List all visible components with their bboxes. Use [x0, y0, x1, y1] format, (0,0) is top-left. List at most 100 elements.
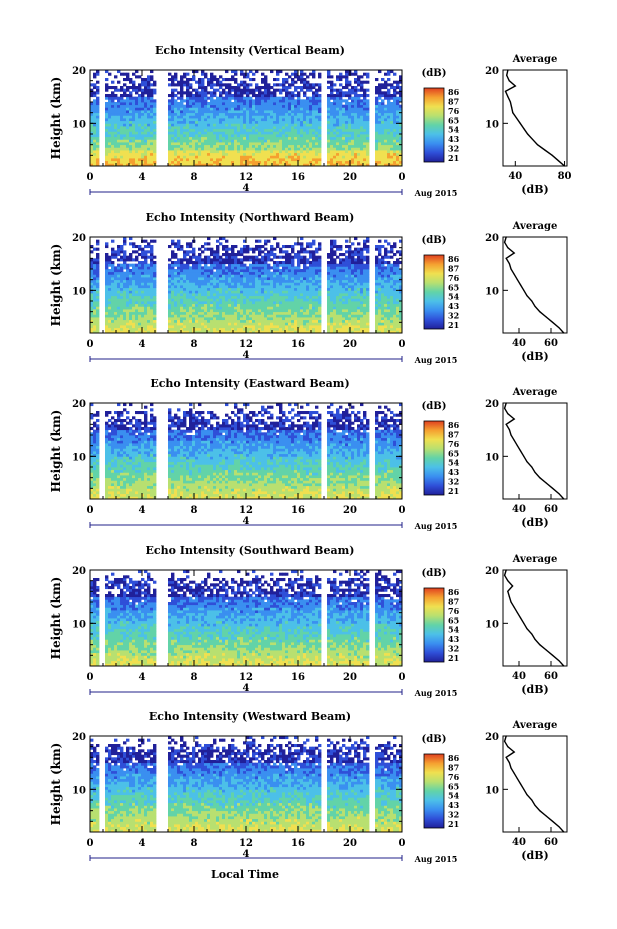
colorbar-tick-label: 43 — [448, 800, 460, 810]
profile-point — [514, 85, 516, 87]
profile-y-tick-label: 10 — [485, 785, 499, 796]
profile-point — [534, 638, 536, 640]
panel-title: Echo Intensity (Vertical Beam) — [155, 44, 345, 57]
colorbar-tick-label: 54 — [448, 458, 460, 468]
x-tick-label: 16 — [291, 838, 305, 849]
colorbar-tick-label: 76 — [448, 106, 460, 116]
colorbar-unit: (dB) — [422, 734, 447, 745]
colorbar-tick-label: 32 — [448, 311, 459, 321]
colorbar-tick-label: 86 — [448, 87, 460, 97]
y-axis-label: Height (km) — [49, 244, 63, 327]
y-tick-label: 20 — [72, 399, 86, 410]
x-tick-label: 12 — [239, 505, 253, 516]
profile-x-tick-label: 60 — [544, 504, 558, 515]
profile-point — [513, 751, 515, 753]
colorbar-tick-label: 87 — [448, 596, 459, 606]
profile-frame — [502, 402, 568, 500]
profile-point — [504, 574, 506, 576]
profile-point — [513, 252, 515, 254]
y-tick-label: 10 — [72, 119, 86, 130]
x-tick-label: 4 — [139, 505, 146, 516]
colorbar-tick-label: 21 — [448, 486, 459, 496]
x-tick-label: 0 — [399, 838, 406, 849]
x-tick-label: 12 — [239, 172, 253, 183]
colorbar-tick-label: 86 — [448, 587, 460, 597]
profile-y-tick-label: 10 — [485, 286, 499, 297]
x-tick-label: 4 — [139, 672, 146, 683]
date-label: 4 — [243, 350, 250, 361]
profile-y-tick-label: 20 — [485, 66, 499, 77]
y-tick-label: 10 — [72, 286, 86, 297]
colorbar-tick-label: 54 — [448, 625, 460, 635]
y-axis-label: Height (km) — [49, 743, 63, 826]
profile-point — [504, 407, 506, 409]
profile-x-tick-label: 40 — [508, 171, 522, 182]
profile-point — [531, 138, 534, 140]
date-label: 4 — [243, 183, 250, 194]
profile-point — [505, 236, 507, 238]
date-suffix: Aug 2015 — [414, 355, 458, 365]
colorbar-tick-label: 87 — [448, 429, 459, 439]
colorbar-tick-label: 21 — [448, 153, 459, 163]
profile-point — [526, 295, 528, 297]
profile-y-tick-label: 20 — [485, 566, 499, 577]
colorbar-tick-label: 32 — [448, 477, 459, 487]
heatmap-cells — [90, 736, 403, 833]
profile-point — [539, 810, 541, 812]
profile-point — [513, 606, 515, 608]
profile-line — [503, 402, 565, 500]
date-suffix: Aug 2015 — [414, 188, 458, 198]
profile-point — [505, 569, 507, 571]
profile-point — [504, 90, 507, 92]
profile-point — [531, 633, 533, 635]
profile-point — [539, 644, 541, 646]
profile-x-axis-label: (dB) — [521, 516, 548, 529]
profile-point — [511, 106, 513, 108]
profile-point — [507, 580, 509, 582]
profile-point — [527, 133, 529, 135]
profile-point — [506, 74, 508, 76]
profile-point — [545, 815, 547, 817]
profile-point — [552, 820, 554, 822]
profile-point — [545, 649, 547, 651]
colorbar-unit: (dB) — [422, 235, 447, 246]
x-axis-label-local-time: Local Time — [211, 868, 279, 881]
profile-point — [516, 279, 519, 281]
profile-point — [558, 826, 560, 828]
y-tick-label: 20 — [72, 66, 86, 77]
profile-point — [523, 455, 525, 457]
colorbar-tick-label: 76 — [448, 772, 460, 782]
colorbar-tick-label: 87 — [448, 96, 459, 106]
profile-y-tick-label: 10 — [485, 452, 499, 463]
x-tick-label: 16 — [291, 672, 305, 683]
y-axis-label: Height (km) — [49, 77, 63, 160]
date-suffix: Aug 2015 — [414, 854, 458, 864]
profile-x-tick-label: 60 — [544, 338, 558, 349]
profile-point — [508, 762, 510, 764]
x-tick-label: 8 — [191, 172, 198, 183]
x-tick-label: 16 — [291, 505, 305, 516]
x-tick-label: 0 — [87, 838, 94, 849]
profile-line — [503, 236, 565, 334]
profile-point — [551, 154, 553, 156]
profile-point — [531, 466, 533, 468]
profile-frame — [502, 69, 568, 167]
profile-point — [509, 101, 511, 103]
profile-point — [513, 418, 515, 420]
y-tick-label: 20 — [72, 732, 86, 743]
profile-y-tick-label: 10 — [485, 619, 499, 630]
colorbar — [423, 753, 445, 829]
profile-point — [505, 402, 507, 404]
y-axis-label: Height (km) — [49, 410, 63, 493]
profile-frame — [502, 569, 568, 667]
profile-x-axis-label: (dB) — [521, 350, 548, 363]
colorbar-tick-label: 86 — [448, 753, 460, 763]
profile-line — [504, 69, 565, 167]
profile-point — [523, 622, 525, 624]
profile-point — [534, 804, 536, 806]
x-tick-label: 12 — [239, 339, 253, 350]
profile-point — [539, 311, 541, 313]
x-tick-label: 0 — [399, 505, 406, 516]
profile-point — [504, 241, 506, 243]
